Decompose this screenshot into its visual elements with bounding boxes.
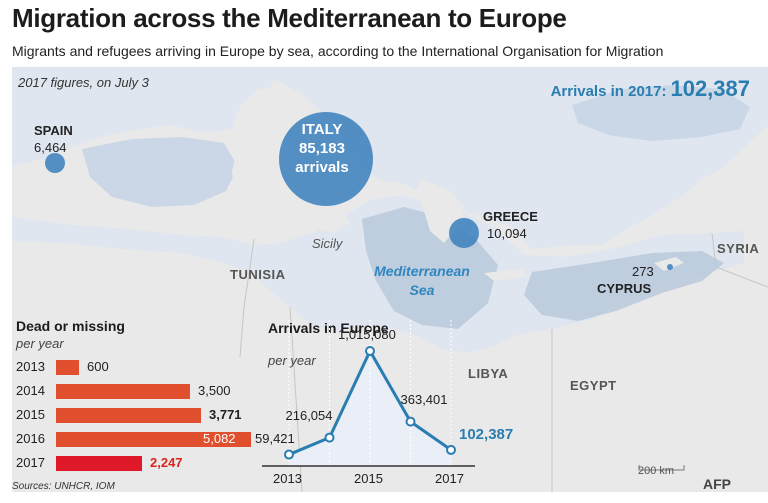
arrivals-point [284, 449, 294, 460]
arrivals-point [365, 346, 375, 356]
border-syria [711, 232, 768, 288]
point-label: 59,421 [255, 430, 295, 446]
arrivals-chart-subtitle: per year [268, 353, 316, 368]
spain-value: 6,464 [34, 140, 67, 155]
arrivals-point [446, 444, 456, 455]
point-label: 363,401 [400, 391, 448, 407]
cyprus-label: CYPRUS [597, 281, 652, 296]
sea-label-line2: Sea [409, 282, 435, 298]
x-tick-label: 2017 [435, 471, 464, 486]
scale-label: 200 km [638, 465, 675, 477]
italy-label-block: ITALY 85,183 arrivals [270, 120, 374, 177]
point-label: 102,387 [459, 425, 514, 443]
figures-note: 2017 figures, on July 3 [18, 75, 149, 90]
crete [484, 269, 526, 281]
italy-bubble [279, 112, 373, 206]
bar [56, 360, 79, 375]
libya-label: LIBYA [468, 366, 509, 381]
bar-value-label: 3,771 [209, 407, 242, 422]
greece-label: GREECE [483, 209, 538, 224]
afp-logo: AFP [703, 476, 731, 492]
bar [56, 432, 251, 447]
greece-value: 10,094 [487, 226, 527, 241]
cyprus-bubble [667, 264, 673, 270]
bar-year-label: 2013 [16, 359, 45, 374]
scale-bar [638, 465, 685, 471]
syria-label: SYRIA [717, 241, 760, 256]
black-sea [572, 85, 750, 141]
arrivals-2017-value: 102,387 [670, 76, 750, 101]
bar [56, 384, 190, 399]
bar [56, 408, 201, 423]
italy-unit: arrivals [295, 159, 349, 176]
bar-year-label: 2016 [16, 431, 45, 446]
bar [56, 456, 142, 471]
sea-label-line1: Mediterranean [374, 263, 470, 279]
bar-year-label: 2015 [16, 407, 45, 422]
x-tick-label: 2015 [354, 471, 383, 486]
x-tick-label: 2013 [273, 471, 302, 486]
greece-bubble [449, 218, 479, 248]
borders [239, 232, 768, 492]
sardinia [232, 153, 252, 193]
arrivals-chart-title: Arrivals in Europe [268, 320, 389, 336]
border-algeria-tunisia [239, 238, 255, 358]
arrivals-2017-label: Arrivals in 2017: [550, 83, 667, 100]
arrivals-2017-total: Arrivals in 2017: 102,387 [551, 76, 750, 102]
sea-label: Mediterranean Sea [356, 262, 488, 300]
arrivals-point [324, 432, 335, 443]
page-title: Migration across the Mediterranean to Eu… [12, 3, 567, 33]
spain-bubble [45, 153, 65, 173]
bar-value-label: 3,500 [198, 383, 231, 398]
arrivals-point [405, 416, 416, 427]
point-label: 1,015,080 [338, 327, 396, 342]
bar-value-label: 2,247 [150, 455, 183, 470]
bar-value-label: 600 [87, 359, 109, 374]
spain-label: SPAIN [34, 123, 73, 138]
sources-note: Sources: UNHCR, IOM [12, 481, 115, 492]
cyprus-island [654, 257, 684, 271]
deep-water-levant [524, 251, 724, 321]
deep-water-west [82, 137, 238, 207]
italy-value: 85,183 [299, 140, 345, 157]
egypt-label: EGYPT [570, 378, 617, 393]
dead-missing-title: Dead or missing [16, 318, 125, 334]
bar-value-label: 5,082 [203, 431, 236, 446]
scale-bar-line [638, 465, 685, 471]
sicily-island [312, 213, 350, 233]
bar-year-label: 2014 [16, 383, 45, 398]
cyprus-value: 273 [632, 264, 654, 279]
page-subtitle: Migrants and refugees arriving in Europe… [12, 43, 664, 59]
bar-year-label: 2017 [16, 455, 45, 470]
dead-missing-subtitle: per year [16, 336, 64, 351]
point-label: 216,054 [285, 407, 333, 423]
sicily-label: Sicily [312, 236, 343, 251]
tunisia-label: TUNISIA [230, 267, 286, 282]
italy-label: ITALY [301, 121, 343, 138]
